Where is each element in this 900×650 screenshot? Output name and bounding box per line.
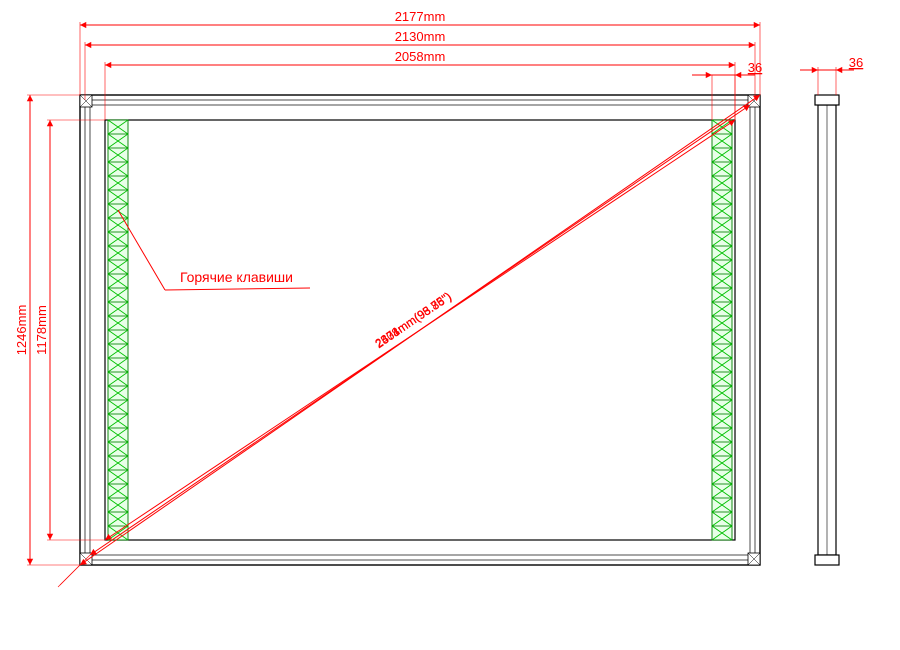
svg-text:2130mm: 2130mm [395,29,446,44]
technical-drawing: 2177mm2130mm2058mm361246mm1178mm2371mm(9… [0,0,900,650]
svg-text:1246mm: 1246mm [14,305,29,356]
svg-text:2177mm: 2177mm [395,9,446,24]
svg-text:2508mm(98.75"): 2508mm(98.75") [373,289,454,351]
svg-text:36: 36 [849,55,863,70]
svg-text:36: 36 [748,60,762,75]
svg-text:1178mm: 1178mm [34,305,49,355]
svg-text:Горячие клавиши: Горячие клавиши [180,269,293,285]
svg-text:2058mm: 2058mm [395,49,446,64]
